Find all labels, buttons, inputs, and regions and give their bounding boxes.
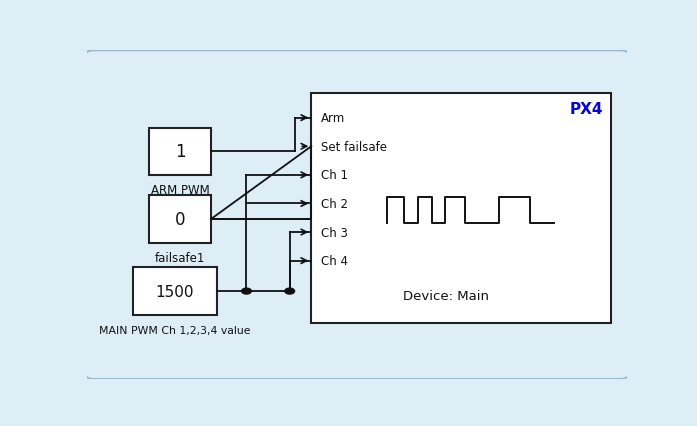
Text: Set failsafe: Set failsafe — [321, 141, 387, 153]
Text: 0: 0 — [175, 210, 185, 228]
Text: Arm: Arm — [321, 112, 345, 125]
Text: MAIN PWM Ch 1,2,3,4 value: MAIN PWM Ch 1,2,3,4 value — [99, 325, 251, 335]
Bar — [312, 94, 611, 323]
Bar — [149, 196, 211, 243]
Circle shape — [285, 288, 295, 294]
Bar — [149, 128, 211, 176]
Text: 1500: 1500 — [155, 284, 194, 299]
Text: Ch 4: Ch 4 — [321, 255, 348, 268]
Text: Device: Main: Device: Main — [404, 289, 489, 302]
Text: 1: 1 — [175, 143, 185, 161]
Text: Ch 3: Ch 3 — [321, 226, 348, 239]
Text: Ch 2: Ch 2 — [321, 198, 348, 210]
Text: Ch 1: Ch 1 — [321, 169, 348, 182]
Text: failsafe1: failsafe1 — [155, 251, 206, 264]
Text: ARM PWM: ARM PWM — [151, 184, 210, 197]
FancyBboxPatch shape — [86, 51, 629, 379]
Bar — [133, 268, 217, 315]
Text: PX4: PX4 — [569, 102, 603, 117]
Circle shape — [242, 288, 252, 294]
